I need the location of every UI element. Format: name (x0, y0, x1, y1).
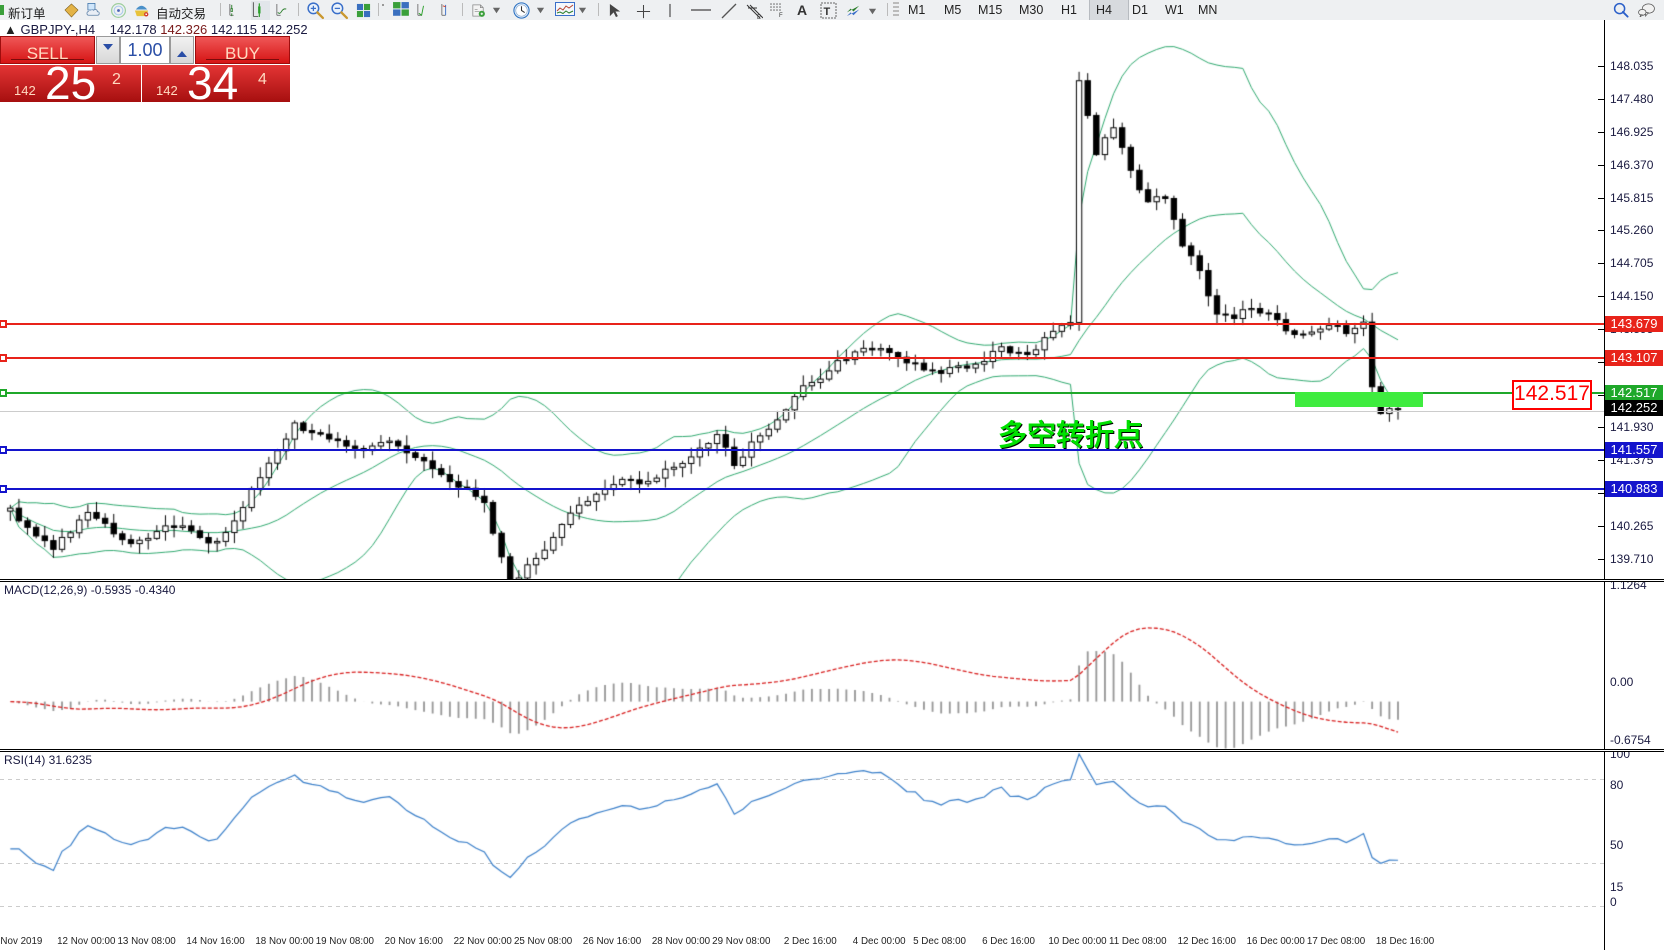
svg-text:T: T (824, 6, 831, 18)
svg-text:F: F (779, 13, 783, 18)
